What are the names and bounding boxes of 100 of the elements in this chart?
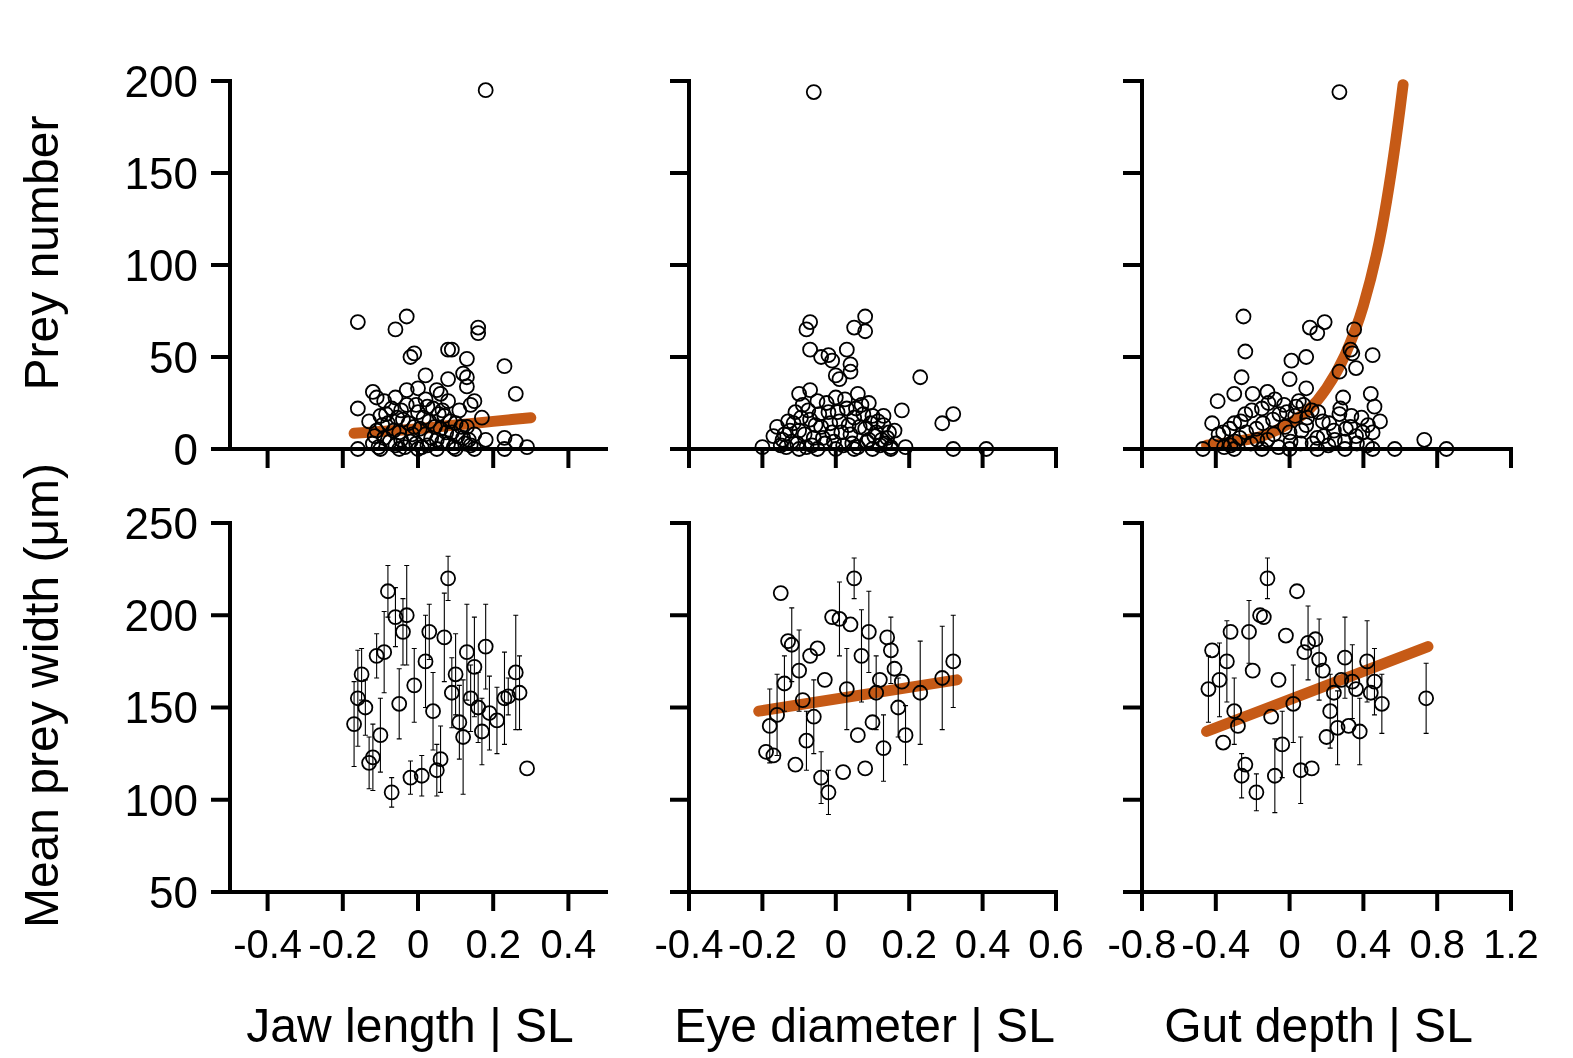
- point: [357, 699, 374, 716]
- y-tick-label: 100: [124, 240, 198, 290]
- point: [353, 666, 370, 683]
- point: [802, 647, 819, 664]
- point: [1307, 631, 1324, 648]
- y-tick-label: 50: [149, 867, 198, 917]
- x-axis-title: Jaw length | SL: [246, 999, 574, 1052]
- point: [417, 653, 434, 670]
- x-tick-label: 0.8: [1409, 922, 1465, 966]
- point: [1244, 662, 1261, 679]
- y-tick-label: 150: [124, 148, 198, 198]
- point: [477, 638, 494, 655]
- point: [380, 583, 396, 600]
- x-tick-label: -0.2: [308, 922, 378, 966]
- x-tick-label: 0: [406, 922, 430, 966]
- point: [838, 681, 855, 697]
- point: [1226, 703, 1243, 720]
- point: [1329, 719, 1346, 736]
- point: [391, 695, 408, 712]
- point: [1366, 673, 1383, 690]
- point: [425, 703, 441, 720]
- x-axis-title: Eye diameter | SL: [674, 999, 1055, 1052]
- point: [451, 714, 468, 731]
- point: [387, 609, 404, 625]
- x-tick-label: 0.4: [954, 922, 1011, 966]
- point: [1362, 684, 1379, 701]
- point: [398, 607, 415, 624]
- point: [1300, 635, 1316, 651]
- x-tick-label: -0.8: [1107, 922, 1177, 966]
- point: [868, 684, 885, 701]
- point: [1373, 695, 1390, 712]
- point: [462, 690, 479, 707]
- y-tick-label: 200: [124, 56, 198, 106]
- point: [349, 690, 366, 707]
- point: [1303, 760, 1320, 777]
- point: [1348, 681, 1364, 697]
- y-axis-title: Prey number: [15, 115, 68, 391]
- point: [511, 684, 528, 701]
- point: [886, 660, 903, 677]
- point: [846, 570, 863, 587]
- point: [443, 684, 460, 701]
- point: [761, 718, 778, 734]
- point: [1278, 627, 1294, 644]
- x-tick-label: 0.6: [1028, 922, 1084, 966]
- point: [458, 644, 475, 661]
- point: [1200, 681, 1217, 697]
- point: [1292, 762, 1309, 779]
- point: [440, 570, 456, 587]
- point: [912, 684, 929, 701]
- point: [376, 644, 393, 661]
- point: [816, 671, 833, 688]
- point: [934, 670, 951, 686]
- y-tick-label: 100: [124, 775, 198, 825]
- point: [428, 762, 445, 779]
- y-tick-label: 200: [124, 591, 198, 641]
- x-tick-label: 0.2: [465, 922, 521, 966]
- point: [481, 705, 498, 721]
- point: [1248, 784, 1265, 801]
- point: [364, 749, 381, 766]
- point: [842, 616, 859, 633]
- point: [395, 623, 411, 640]
- point: [474, 723, 490, 740]
- point: [1255, 609, 1272, 625]
- point: [857, 760, 874, 777]
- point: [1337, 649, 1353, 666]
- point: [1289, 583, 1305, 600]
- point: [772, 585, 789, 601]
- x-tick-label: 0: [1278, 922, 1301, 966]
- y-tick-label: 50: [149, 332, 198, 382]
- y-tick-label: 250: [124, 498, 198, 548]
- point: [835, 764, 852, 780]
- point: [1318, 729, 1335, 745]
- y-tick-label: 150: [124, 683, 198, 733]
- x-tick-label: -0.4: [1181, 922, 1251, 966]
- point: [871, 671, 888, 688]
- point: [361, 754, 378, 771]
- point: [402, 769, 419, 786]
- point: [1222, 623, 1239, 640]
- x-tick-label: -0.4: [233, 922, 303, 966]
- point: [432, 751, 449, 768]
- point: [1270, 671, 1287, 688]
- point: [875, 740, 892, 756]
- x-tick-label: -0.2: [727, 922, 797, 966]
- point: [1314, 662, 1331, 679]
- point: [368, 647, 385, 664]
- point: [1359, 653, 1375, 670]
- point: [466, 659, 483, 675]
- point: [1263, 708, 1280, 725]
- point: [489, 712, 505, 729]
- point: [758, 743, 774, 760]
- point: [831, 611, 848, 627]
- point: [1252, 607, 1268, 624]
- x-tick-label: 0.4: [540, 922, 597, 966]
- point: [1333, 671, 1350, 688]
- point: [496, 690, 513, 707]
- point: [853, 647, 870, 664]
- point: [1344, 673, 1361, 690]
- point: [1233, 767, 1250, 784]
- point: [372, 727, 389, 744]
- point: [864, 714, 881, 731]
